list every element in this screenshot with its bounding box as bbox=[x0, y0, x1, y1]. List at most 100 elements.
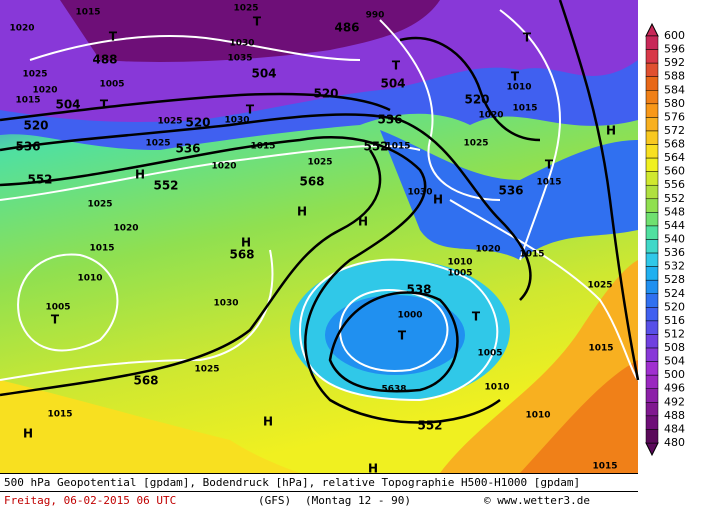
colorbar-band bbox=[645, 334, 659, 349]
map-label: 1000 bbox=[397, 311, 422, 321]
map-label: 520 bbox=[464, 93, 489, 107]
map-label: 520 bbox=[23, 119, 48, 133]
footer-copyright: © www.wetter3.de bbox=[484, 494, 590, 507]
colorbar-band bbox=[645, 252, 659, 267]
colorbar-label: 600 bbox=[664, 29, 685, 42]
map-label: H bbox=[135, 168, 145, 182]
map-label: 568 bbox=[299, 175, 324, 189]
map-label: 1015 bbox=[75, 8, 100, 18]
map-label: T bbox=[392, 59, 401, 73]
colorbar-band bbox=[645, 307, 659, 322]
colorbar-label: 508 bbox=[664, 341, 685, 354]
footer-date: Freitag, 06-02-2015 06 UTC bbox=[4, 494, 176, 507]
map-label: T bbox=[523, 31, 532, 45]
map-label: 1005 bbox=[477, 349, 502, 359]
map-label: 536 bbox=[175, 142, 200, 156]
map-label: 1025 bbox=[87, 200, 112, 210]
colorbar-band bbox=[645, 184, 659, 200]
map-label: 1010 bbox=[484, 383, 509, 393]
map-label: T bbox=[511, 70, 520, 84]
map-label: 1015 bbox=[588, 344, 613, 354]
colorbar-label: 528 bbox=[664, 273, 685, 286]
colorbar-label: 484 bbox=[664, 422, 685, 435]
map-label: 1025 bbox=[233, 4, 258, 14]
colorbar-band bbox=[645, 239, 659, 254]
map-label: 1015 bbox=[519, 250, 544, 260]
isobars bbox=[0, 9, 639, 402]
geopotential-lines bbox=[0, 0, 640, 424]
map-label: 1005 bbox=[45, 303, 70, 313]
colorbar-band bbox=[645, 279, 659, 295]
colorbar-label: 516 bbox=[664, 314, 685, 327]
map-label: 486 bbox=[334, 21, 359, 35]
map-label: 1015 bbox=[385, 142, 410, 152]
map-label: 538 bbox=[406, 283, 431, 297]
colorbar-label: 548 bbox=[664, 205, 685, 218]
map-label: 1015 bbox=[89, 244, 114, 254]
map-label: 520 bbox=[185, 116, 210, 130]
colorbar-label: 572 bbox=[664, 124, 685, 137]
colorbar-label: 596 bbox=[664, 43, 685, 56]
map-label: 1025 bbox=[22, 70, 47, 80]
map-label: 1020 bbox=[211, 162, 236, 172]
colorbar-band bbox=[645, 171, 659, 186]
footer-description: 500 hPa Geopotential [gpdam], Bodendruck… bbox=[4, 476, 580, 489]
colorbar-label: 496 bbox=[664, 382, 685, 395]
map-label: 1020 bbox=[475, 245, 500, 255]
map-label: 504 bbox=[380, 77, 405, 91]
map-label: 536 bbox=[15, 140, 40, 154]
map-label: 552 bbox=[153, 179, 178, 193]
map-label: H bbox=[297, 205, 307, 219]
map-label: 1025 bbox=[145, 139, 170, 149]
colorbar-band bbox=[645, 402, 659, 417]
map-label: T bbox=[398, 329, 407, 343]
colorbar-band bbox=[645, 429, 659, 444]
map-background bbox=[0, 0, 638, 473]
map-label: 536 bbox=[377, 113, 402, 127]
footer-run: (Montag 12 - 90) bbox=[305, 494, 411, 507]
map-label: 1015 bbox=[592, 462, 617, 472]
colorbar-label: 568 bbox=[664, 138, 685, 151]
map-label: H bbox=[241, 236, 251, 250]
colorbar-label: 540 bbox=[664, 233, 685, 246]
colorbar-band bbox=[645, 347, 659, 362]
colorbar-label: 492 bbox=[664, 395, 685, 408]
colorbar-label: 512 bbox=[664, 327, 685, 340]
colorbar-band bbox=[645, 157, 659, 172]
colorbar-label: 500 bbox=[664, 368, 685, 381]
map-label: 1015 bbox=[15, 96, 40, 106]
map-label: 1025 bbox=[157, 117, 182, 127]
colorbar-band bbox=[645, 76, 659, 91]
map-label: 1030 bbox=[229, 39, 254, 49]
map-label: 1030 bbox=[407, 188, 432, 198]
footer-bg bbox=[0, 473, 638, 513]
map-label: 1025 bbox=[463, 139, 488, 149]
map-label: H bbox=[358, 215, 368, 229]
map-label: 1020 bbox=[9, 24, 34, 34]
colorbar-band bbox=[645, 90, 659, 105]
map-label: 1010 bbox=[447, 258, 472, 268]
footer-model: (GFS) bbox=[258, 494, 291, 507]
map-label: 568 bbox=[133, 374, 158, 388]
colorbar-label: 576 bbox=[664, 110, 685, 123]
colorbar-arrow bbox=[645, 442, 659, 457]
map-label: T bbox=[109, 30, 118, 44]
map-label: 552 bbox=[417, 419, 442, 433]
colorbar-label: 592 bbox=[664, 56, 685, 69]
colorbar-label: 536 bbox=[664, 246, 685, 259]
map-label: 1005 bbox=[447, 269, 472, 279]
map-label: H bbox=[263, 415, 273, 429]
colorbar-label: 544 bbox=[664, 219, 685, 232]
colorbar-band bbox=[645, 320, 659, 335]
map-label: 552 bbox=[27, 173, 52, 187]
colorbar-band bbox=[645, 374, 659, 389]
colorbar-label: 504 bbox=[664, 355, 685, 368]
colorbar-label: 580 bbox=[664, 97, 685, 110]
map-label: 1010 bbox=[77, 274, 102, 284]
map-label: 1005 bbox=[99, 80, 124, 90]
colorbar-arrow bbox=[645, 22, 659, 37]
map-label: 1010 bbox=[525, 411, 550, 421]
map-label: 1025 bbox=[587, 281, 612, 291]
map-label: 1030 bbox=[224, 116, 249, 126]
colorbar-label: 524 bbox=[664, 287, 685, 300]
